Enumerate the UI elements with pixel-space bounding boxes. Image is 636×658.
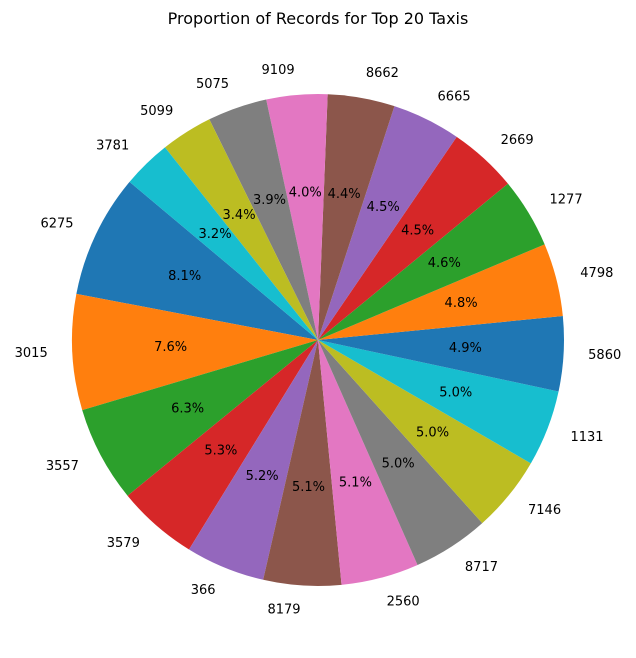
slice-label-3015: 3015 xyxy=(15,346,48,361)
slice-label-3579: 3579 xyxy=(107,536,140,551)
slice-label-7146: 7146 xyxy=(528,503,561,518)
pie-slice-5075 xyxy=(209,99,318,341)
percent-label-6665: 4.5% xyxy=(367,200,400,215)
pie-slice-5860 xyxy=(318,316,564,392)
category-labels: 6275 3015 3557 3579 366 8179 2560 8717 7146 1131 5… xyxy=(15,63,622,618)
pie-slice-2669 xyxy=(318,136,508,340)
pie-slice-366 xyxy=(189,340,318,580)
percent-label-5075: 3.9% xyxy=(253,193,286,208)
percent-label-366: 5.2% xyxy=(246,469,279,484)
pie-slice-8717 xyxy=(318,340,483,565)
slice-label-4798: 4798 xyxy=(580,266,613,281)
percent-label-2560: 5.1% xyxy=(339,475,372,490)
slice-label-8179: 8179 xyxy=(267,603,300,618)
pie-slice-3015 xyxy=(72,293,318,411)
pie-slice-9109 xyxy=(266,93,328,340)
percent-label-3579: 5.3% xyxy=(204,444,237,459)
slice-label-8717: 8717 xyxy=(465,560,498,575)
pie-slice-3579 xyxy=(127,340,318,550)
percent-label-1277: 4.6% xyxy=(428,256,461,271)
pie-slice-6275 xyxy=(76,181,319,340)
slice-label-366: 366 xyxy=(191,583,216,598)
slice-label-6665: 6665 xyxy=(438,90,471,105)
pie-slice-3557 xyxy=(82,340,318,496)
percent-label-3015: 7.6% xyxy=(154,340,187,355)
slice-label-2560: 2560 xyxy=(387,594,420,609)
pie-slice-6665 xyxy=(318,106,457,341)
percent-label-6275: 8.1% xyxy=(168,269,201,284)
percent-label-3557: 6.3% xyxy=(171,402,204,417)
pie-slice-1277 xyxy=(318,183,545,340)
pie-slice-8662 xyxy=(318,94,395,340)
slice-label-8662: 8662 xyxy=(366,66,399,81)
percent-label-5099: 3.4% xyxy=(223,208,256,223)
slice-label-1277: 1277 xyxy=(550,192,583,207)
percent-label-9109: 4.0% xyxy=(289,185,322,200)
slice-label-5099: 5099 xyxy=(140,104,173,119)
percent-label-2669: 4.5% xyxy=(401,224,434,239)
percent-label-4798: 4.8% xyxy=(445,296,478,311)
percent-label-8717: 5.0% xyxy=(382,456,415,471)
chart-title: Proportion of Records for Top 20 Taxis xyxy=(168,9,469,28)
percent-label-5860: 4.9% xyxy=(449,341,482,356)
percent-labels: 8.1%7.6%6.3%5.3%5.2%5.1% 5.1%5.0%5.0%5.0%… xyxy=(154,185,482,494)
pie-slice-5099 xyxy=(164,119,318,340)
slice-label-5860: 5860 xyxy=(588,348,621,363)
slice-label-3781: 3781 xyxy=(96,139,129,154)
slice-label-3557: 3557 xyxy=(46,459,79,474)
slice-label-5075: 5075 xyxy=(196,77,229,92)
slice-label-2669: 2669 xyxy=(501,133,534,148)
pie-slice-1131 xyxy=(318,340,559,464)
pie-slice-3781 xyxy=(129,147,318,340)
slice-label-6275: 6275 xyxy=(40,216,73,231)
percent-label-8662: 4.4% xyxy=(328,187,361,202)
slice-label-9109: 9109 xyxy=(262,63,295,78)
percent-label-3781: 3.2% xyxy=(199,227,232,242)
pie-slice-4798 xyxy=(318,244,563,340)
percent-label-7146: 5.0% xyxy=(416,426,449,441)
slice-label-1131: 1131 xyxy=(570,430,603,445)
percent-label-1131: 5.0% xyxy=(439,386,472,401)
pie-slice-8179 xyxy=(263,340,342,587)
percent-label-8179: 5.1% xyxy=(292,480,325,495)
pie-slice-2560 xyxy=(318,340,418,585)
pie-slices xyxy=(72,93,564,587)
pie-slice-7146 xyxy=(318,340,531,524)
